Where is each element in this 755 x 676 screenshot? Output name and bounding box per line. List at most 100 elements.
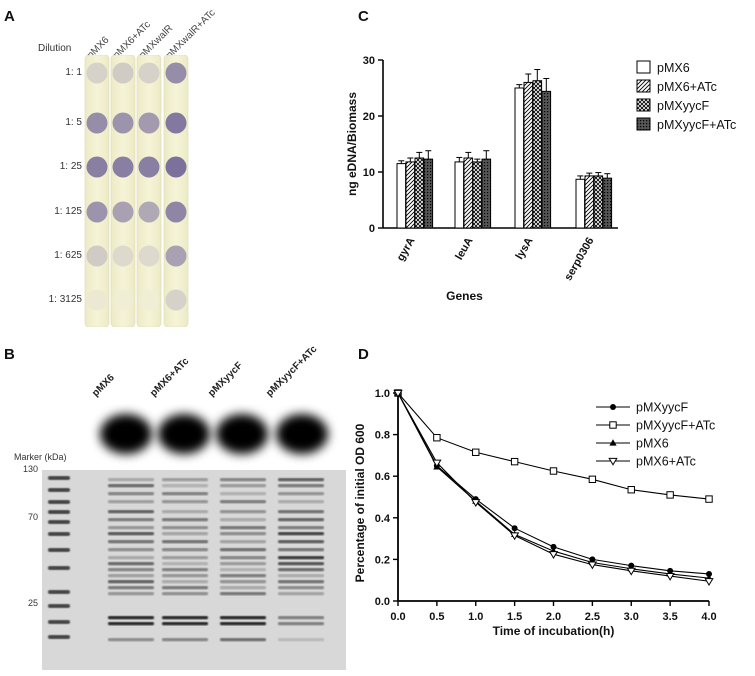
point-marker — [627, 486, 635, 494]
spot — [165, 289, 187, 311]
marker-band — [48, 548, 70, 552]
x-tick-label: 0.5 — [429, 611, 444, 623]
spot — [165, 245, 187, 267]
marker-band — [48, 635, 70, 639]
bar-gyrA-0 — [396, 163, 407, 229]
dilution-row-label-1: 1: 5 — [65, 117, 82, 128]
x-tick-label: 2.5 — [585, 611, 600, 623]
spot — [138, 62, 160, 84]
point-marker — [626, 567, 636, 576]
protein-band — [220, 548, 266, 552]
y-tick-label: 0.0 — [375, 596, 390, 608]
legend-swatch-3 — [636, 117, 651, 131]
spot — [112, 156, 134, 178]
legend-swatch-1 — [636, 79, 651, 93]
bar-leuA-2 — [472, 161, 483, 229]
bar-serp0306-0 — [575, 178, 586, 229]
dilution-row-label-2: 1: 25 — [59, 161, 82, 172]
protein-band — [220, 532, 266, 536]
bar-lysA-1 — [523, 81, 534, 229]
protein-band — [162, 622, 208, 626]
protein-band — [220, 478, 266, 482]
x-tick-label: 3.5 — [662, 611, 677, 623]
y-axis-title: Percentage of initial OD 600 — [353, 423, 367, 582]
spot — [165, 156, 187, 178]
protein-band — [162, 586, 208, 590]
protein-band — [278, 548, 324, 552]
protein-band — [278, 592, 324, 596]
panel-d-letter: D — [358, 346, 369, 363]
protein-band — [162, 580, 208, 584]
y-tick-label: 0.8 — [375, 430, 390, 442]
protein-band — [108, 622, 154, 626]
spot — [112, 112, 134, 134]
y-tick-label: 30 — [363, 55, 375, 67]
protein-band — [108, 500, 154, 504]
spot — [86, 156, 108, 178]
marker-label-70: 70 — [27, 512, 38, 522]
point-marker — [666, 491, 674, 499]
legend-label-2: pMX6 — [636, 437, 669, 451]
y-tick-label: 20 — [363, 111, 375, 123]
lane-label-1: pMX6+ATc — [148, 355, 192, 399]
point-marker — [609, 421, 617, 429]
protein-band — [108, 580, 154, 584]
lane-label-3: pMXyycF+ATc — [264, 343, 320, 399]
dilution-row-label-0: 1: 1 — [65, 67, 82, 78]
protein-band — [278, 562, 324, 566]
protein-band — [220, 616, 266, 620]
y-axis-title: ng eDNA/Biomass — [345, 92, 359, 196]
x-tick-label-gyrA: gyrA — [395, 235, 418, 263]
protein-band — [220, 592, 266, 596]
spot — [165, 112, 187, 134]
x-tick-label: 2.0 — [546, 611, 561, 623]
protein-band — [220, 518, 266, 522]
bar-serp0306-2 — [593, 175, 604, 229]
bar-lysA-2 — [532, 80, 543, 229]
marker-band — [48, 520, 70, 524]
point-marker — [705, 495, 713, 503]
dilution-row-label-5: 1: 3125 — [48, 294, 82, 305]
marker-band — [48, 590, 70, 594]
point-marker — [548, 551, 559, 559]
point-marker — [472, 448, 480, 456]
blot-band-3 — [276, 414, 328, 454]
spot — [138, 245, 160, 267]
legend-swatch-0 — [636, 60, 651, 74]
bar-leuA-0 — [454, 161, 465, 229]
protein-band — [108, 548, 154, 552]
spot — [138, 112, 160, 134]
marker-band — [48, 500, 70, 504]
protein-band — [108, 586, 154, 590]
point-marker — [704, 578, 714, 587]
protein-band — [162, 478, 208, 482]
protein-band — [108, 568, 154, 572]
panel-b-letter: B — [4, 346, 15, 363]
panel-c-letter: C — [358, 8, 369, 25]
protein-band — [162, 532, 208, 536]
marker-band — [48, 620, 70, 624]
spot-assay-plate — [84, 54, 192, 328]
dilution-row-label-4: 1: 625 — [54, 250, 82, 261]
point-marker — [432, 459, 442, 468]
protein-band — [278, 622, 324, 626]
protein-band — [162, 592, 208, 596]
x-axis-title: Time of incubation(h) — [493, 624, 615, 638]
spot — [112, 245, 134, 267]
legend-label-0: pMXyycF — [636, 401, 688, 415]
point-marker — [549, 467, 558, 475]
legend-label-3: pMX6+ATc — [636, 455, 696, 469]
point-marker — [471, 499, 481, 507]
protein-band — [162, 562, 208, 566]
protein-band — [220, 484, 266, 488]
x-tick-label: 1.5 — [507, 611, 522, 623]
protein-band — [220, 568, 266, 572]
protein-band — [108, 478, 154, 482]
point-marker — [510, 457, 519, 466]
y-tick-label: 0.6 — [375, 471, 390, 483]
protein-band — [108, 510, 154, 514]
marker-band — [48, 488, 70, 492]
spot — [112, 62, 134, 84]
spot — [86, 245, 108, 267]
point-marker — [433, 434, 441, 442]
